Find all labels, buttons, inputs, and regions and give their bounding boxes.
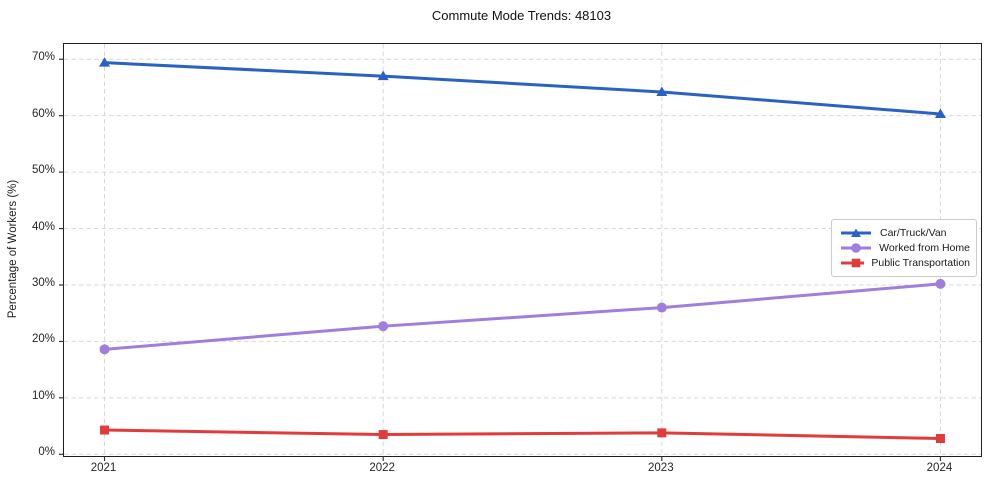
- x-tick-label: 2021: [90, 462, 117, 474]
- legend-label: Public Transportation: [871, 257, 970, 270]
- series-line: [103, 428, 942, 441]
- y-tick-label: 0%: [38, 446, 55, 459]
- x-tick-label: 2022: [369, 462, 395, 474]
- x-tick-label: 2024: [926, 462, 953, 474]
- legend-marker-triangle-icon: [841, 228, 871, 237]
- data-point-circle: [378, 321, 389, 332]
- y-tick-label: 10%: [31, 389, 55, 402]
- legend-item: Car/Truck/Van: [839, 225, 970, 240]
- data-point-triangle: [934, 108, 946, 118]
- y-tick-label: 60%: [31, 107, 55, 120]
- data-point-square: [378, 430, 388, 440]
- data-point-circle: [99, 344, 110, 355]
- data-point-circle: [656, 302, 667, 313]
- series-line: [103, 61, 942, 116]
- legend-item: Worked from Home: [839, 240, 970, 255]
- legend: Car/Truck/Van Worked from Home Public Tran…: [831, 219, 977, 277]
- y-tick-label: 20%: [31, 333, 55, 346]
- plot-canvas: [59, 44, 981, 461]
- y-tick-label: 40%: [31, 220, 55, 233]
- series-line: [103, 282, 942, 351]
- data-point-triangle: [656, 86, 668, 96]
- chart-title: Commute Mode Trends: 48103: [431, 8, 612, 23]
- data-point-square: [935, 434, 945, 444]
- legend-label: Car/Truck/Van: [880, 226, 947, 239]
- y-tick-label: 70%: [31, 51, 55, 64]
- data-point-square: [657, 428, 667, 438]
- legend-marker-square-icon: [841, 259, 865, 268]
- x-tick-label: 2023: [648, 462, 674, 474]
- legend-item: Public Transportation: [839, 256, 970, 271]
- legend-label: Worked from Home: [879, 241, 970, 254]
- data-point-square: [100, 425, 110, 435]
- data-point-circle: [935, 278, 946, 289]
- y-tick-label: 30%: [31, 276, 55, 289]
- legend-marker-circle-icon: [841, 243, 871, 253]
- data-point-triangle: [99, 57, 111, 67]
- plot-area: [59, 43, 982, 461]
- data-point-triangle: [377, 70, 389, 81]
- y-axis-label: Percentage of Workers (%): [7, 179, 19, 319]
- y-tick-label: 50%: [31, 164, 55, 177]
